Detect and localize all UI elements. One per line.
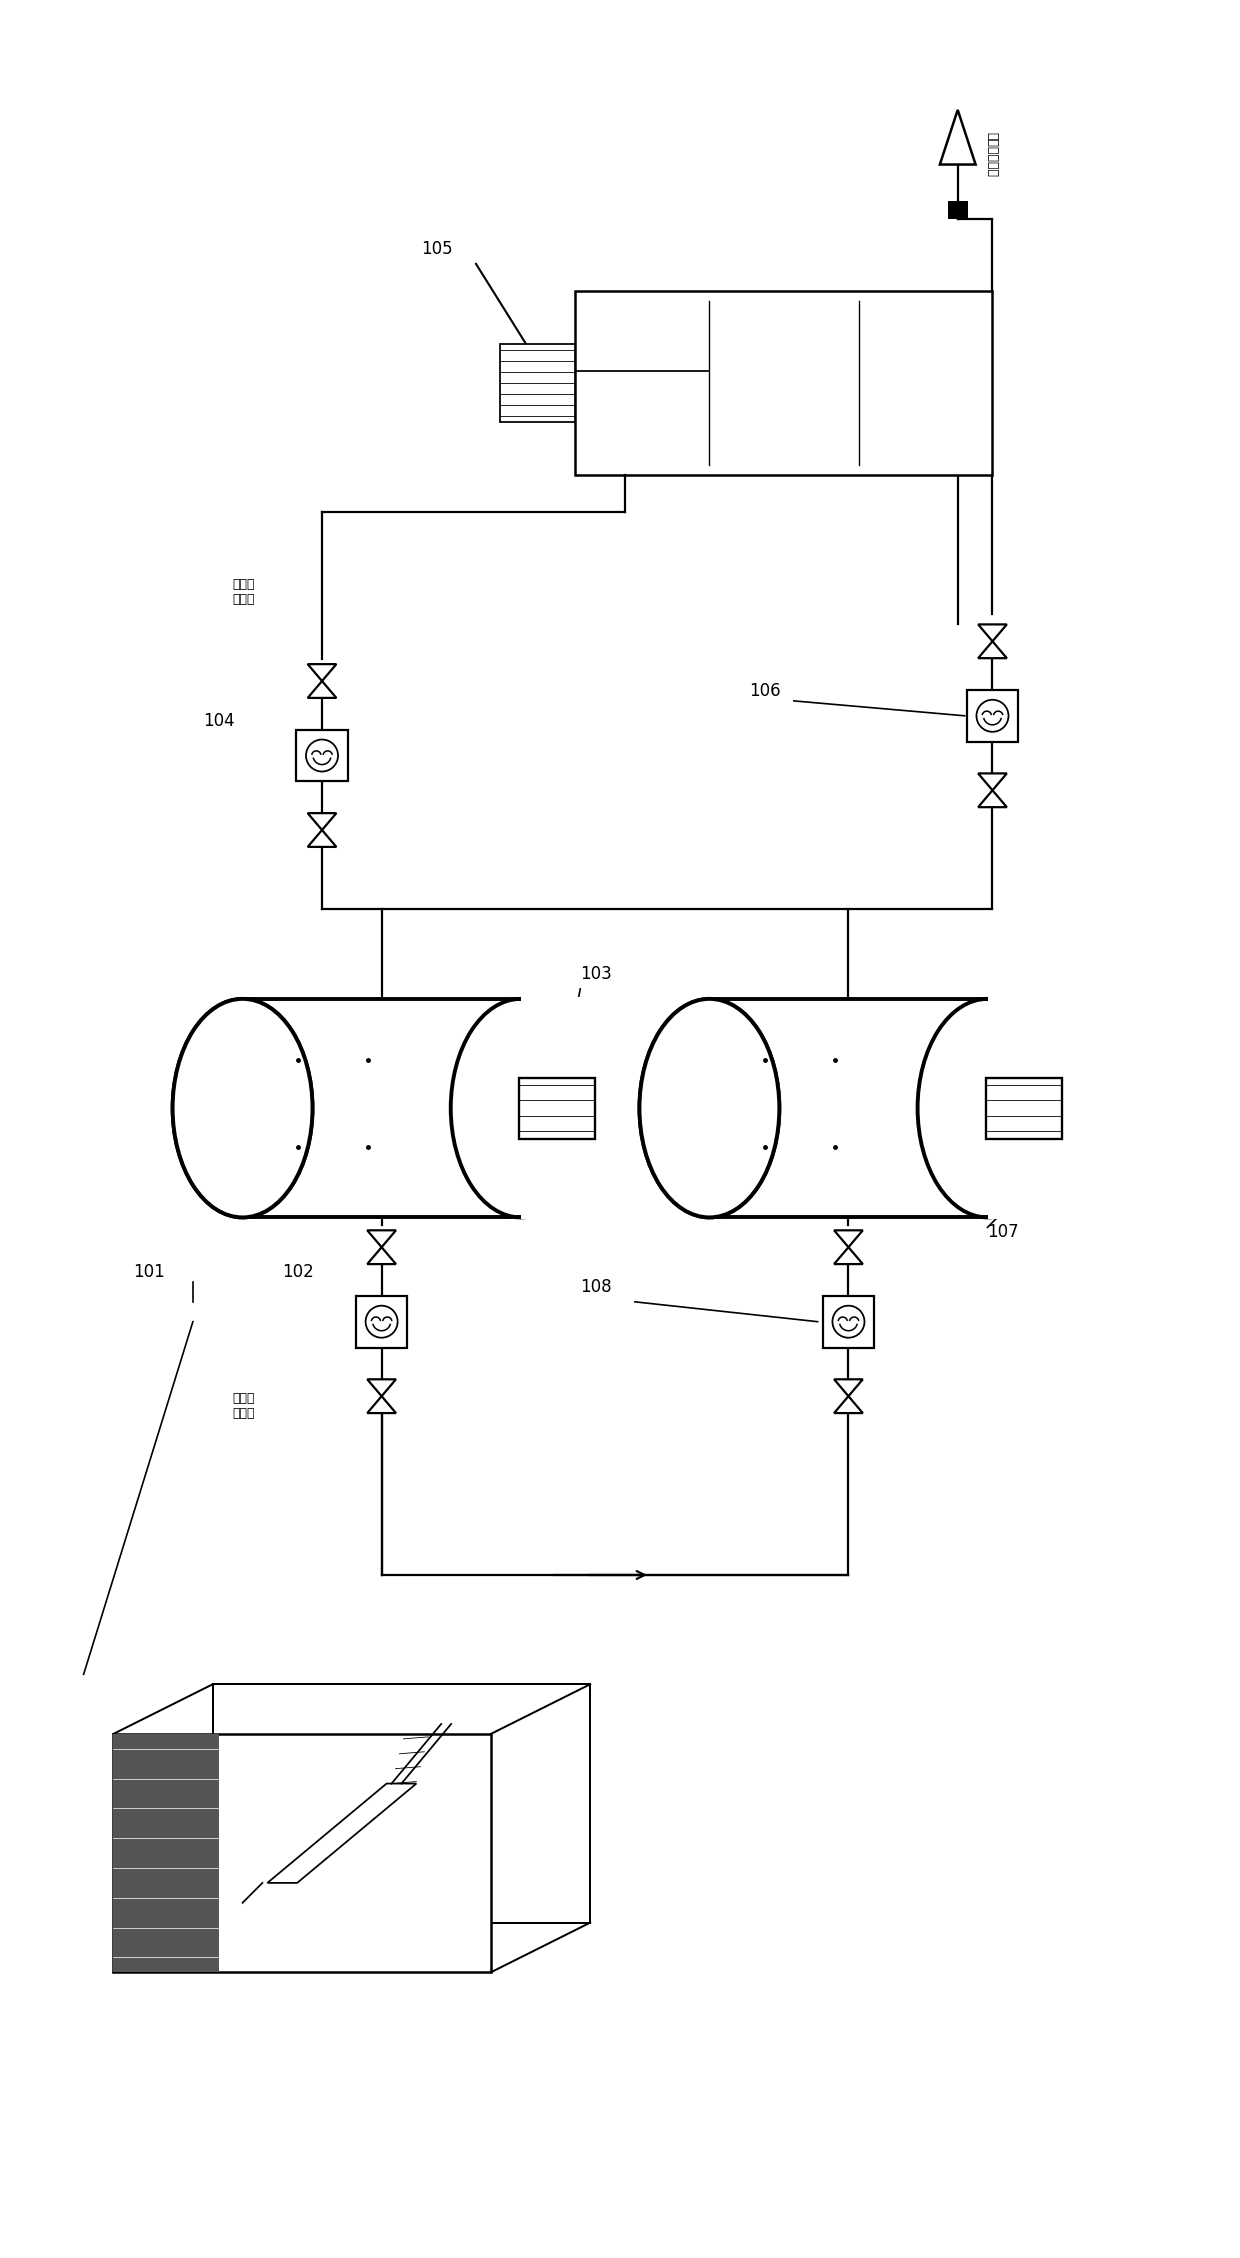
- Polygon shape: [308, 813, 336, 831]
- Text: 至油泥预热槽: 至油泥预热槽: [986, 131, 998, 176]
- Polygon shape: [367, 1246, 396, 1264]
- Polygon shape: [308, 831, 336, 847]
- Text: 106: 106: [749, 682, 781, 700]
- Text: 107: 107: [987, 1224, 1019, 1242]
- Polygon shape: [113, 1734, 491, 1971]
- Bar: [987, 996, 1058, 1219]
- Polygon shape: [835, 1395, 863, 1414]
- Text: 103: 103: [580, 964, 613, 982]
- Bar: [356, 1296, 408, 1348]
- Bar: [947, 201, 967, 219]
- Text: 108: 108: [580, 1278, 611, 1296]
- Polygon shape: [367, 1380, 396, 1395]
- Text: 凝析油
或柴油: 凝析油 或柴油: [233, 1393, 255, 1420]
- Bar: [986, 1077, 1061, 1138]
- Polygon shape: [940, 111, 976, 165]
- Polygon shape: [835, 1246, 863, 1264]
- Polygon shape: [213, 1684, 590, 1922]
- Polygon shape: [978, 790, 1007, 806]
- Text: 105: 105: [422, 239, 453, 257]
- Bar: [243, 998, 521, 1217]
- Polygon shape: [308, 664, 336, 682]
- Ellipse shape: [172, 998, 312, 1217]
- Bar: [709, 998, 987, 1217]
- Text: 凝析油
或柴油: 凝析油 或柴油: [233, 578, 255, 605]
- Polygon shape: [308, 682, 336, 698]
- Bar: [518, 1077, 595, 1138]
- Bar: [521, 996, 590, 1219]
- Text: 102: 102: [283, 1262, 314, 1280]
- Bar: [967, 691, 1018, 741]
- Ellipse shape: [451, 998, 590, 1217]
- Bar: [640, 996, 709, 1219]
- Ellipse shape: [640, 998, 779, 1217]
- Ellipse shape: [918, 998, 1058, 1217]
- Text: 101: 101: [133, 1262, 165, 1280]
- Ellipse shape: [172, 998, 312, 1217]
- Polygon shape: [367, 1395, 396, 1414]
- Bar: [296, 729, 348, 781]
- Polygon shape: [835, 1231, 863, 1246]
- Polygon shape: [978, 774, 1007, 790]
- Polygon shape: [367, 1231, 396, 1246]
- Polygon shape: [978, 641, 1007, 657]
- Bar: [822, 1296, 874, 1348]
- Polygon shape: [978, 625, 1007, 641]
- Polygon shape: [835, 1380, 863, 1395]
- Polygon shape: [268, 1784, 417, 1883]
- Bar: [500, 345, 575, 422]
- Bar: [172, 996, 243, 1219]
- Ellipse shape: [640, 998, 779, 1217]
- Text: 104: 104: [203, 711, 234, 729]
- Bar: [575, 291, 992, 474]
- Bar: [113, 1734, 219, 1971]
